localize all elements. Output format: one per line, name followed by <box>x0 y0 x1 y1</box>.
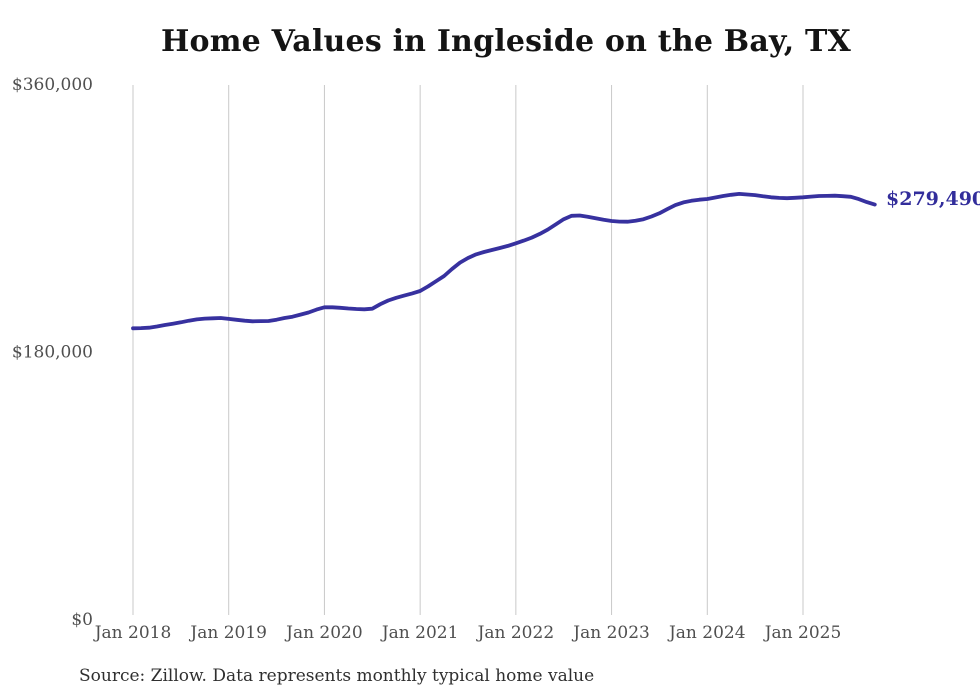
y-axis-tick-label: $0 <box>71 610 93 630</box>
home-value-line <box>131 192 877 331</box>
x-axis-tick-label: Jan 2021 <box>380 623 459 643</box>
x-axis-tick-label: Jan 2024 <box>667 623 746 643</box>
x-axis-tick-label: Jan 2022 <box>476 623 555 643</box>
x-axis-tick-label: Jan 2020 <box>284 623 363 643</box>
x-axis-tick-label: Jan 2023 <box>571 623 650 643</box>
y-axis-tick-label: $360,000 <box>12 75 93 95</box>
x-axis-tick-label: Jan 2019 <box>188 623 267 643</box>
chart-title: Home Values in Ingleside on the Bay, TX <box>160 24 852 59</box>
x-axis-tick-label: Jan 2025 <box>763 623 842 643</box>
latest-value-label: $279,490 <box>886 188 980 210</box>
y-axis-tick-label: $180,000 <box>12 343 93 363</box>
x-axis-tick-label: Jan 2018 <box>93 623 172 643</box>
source-note: Source: Zillow. Data represents monthly … <box>79 666 595 686</box>
